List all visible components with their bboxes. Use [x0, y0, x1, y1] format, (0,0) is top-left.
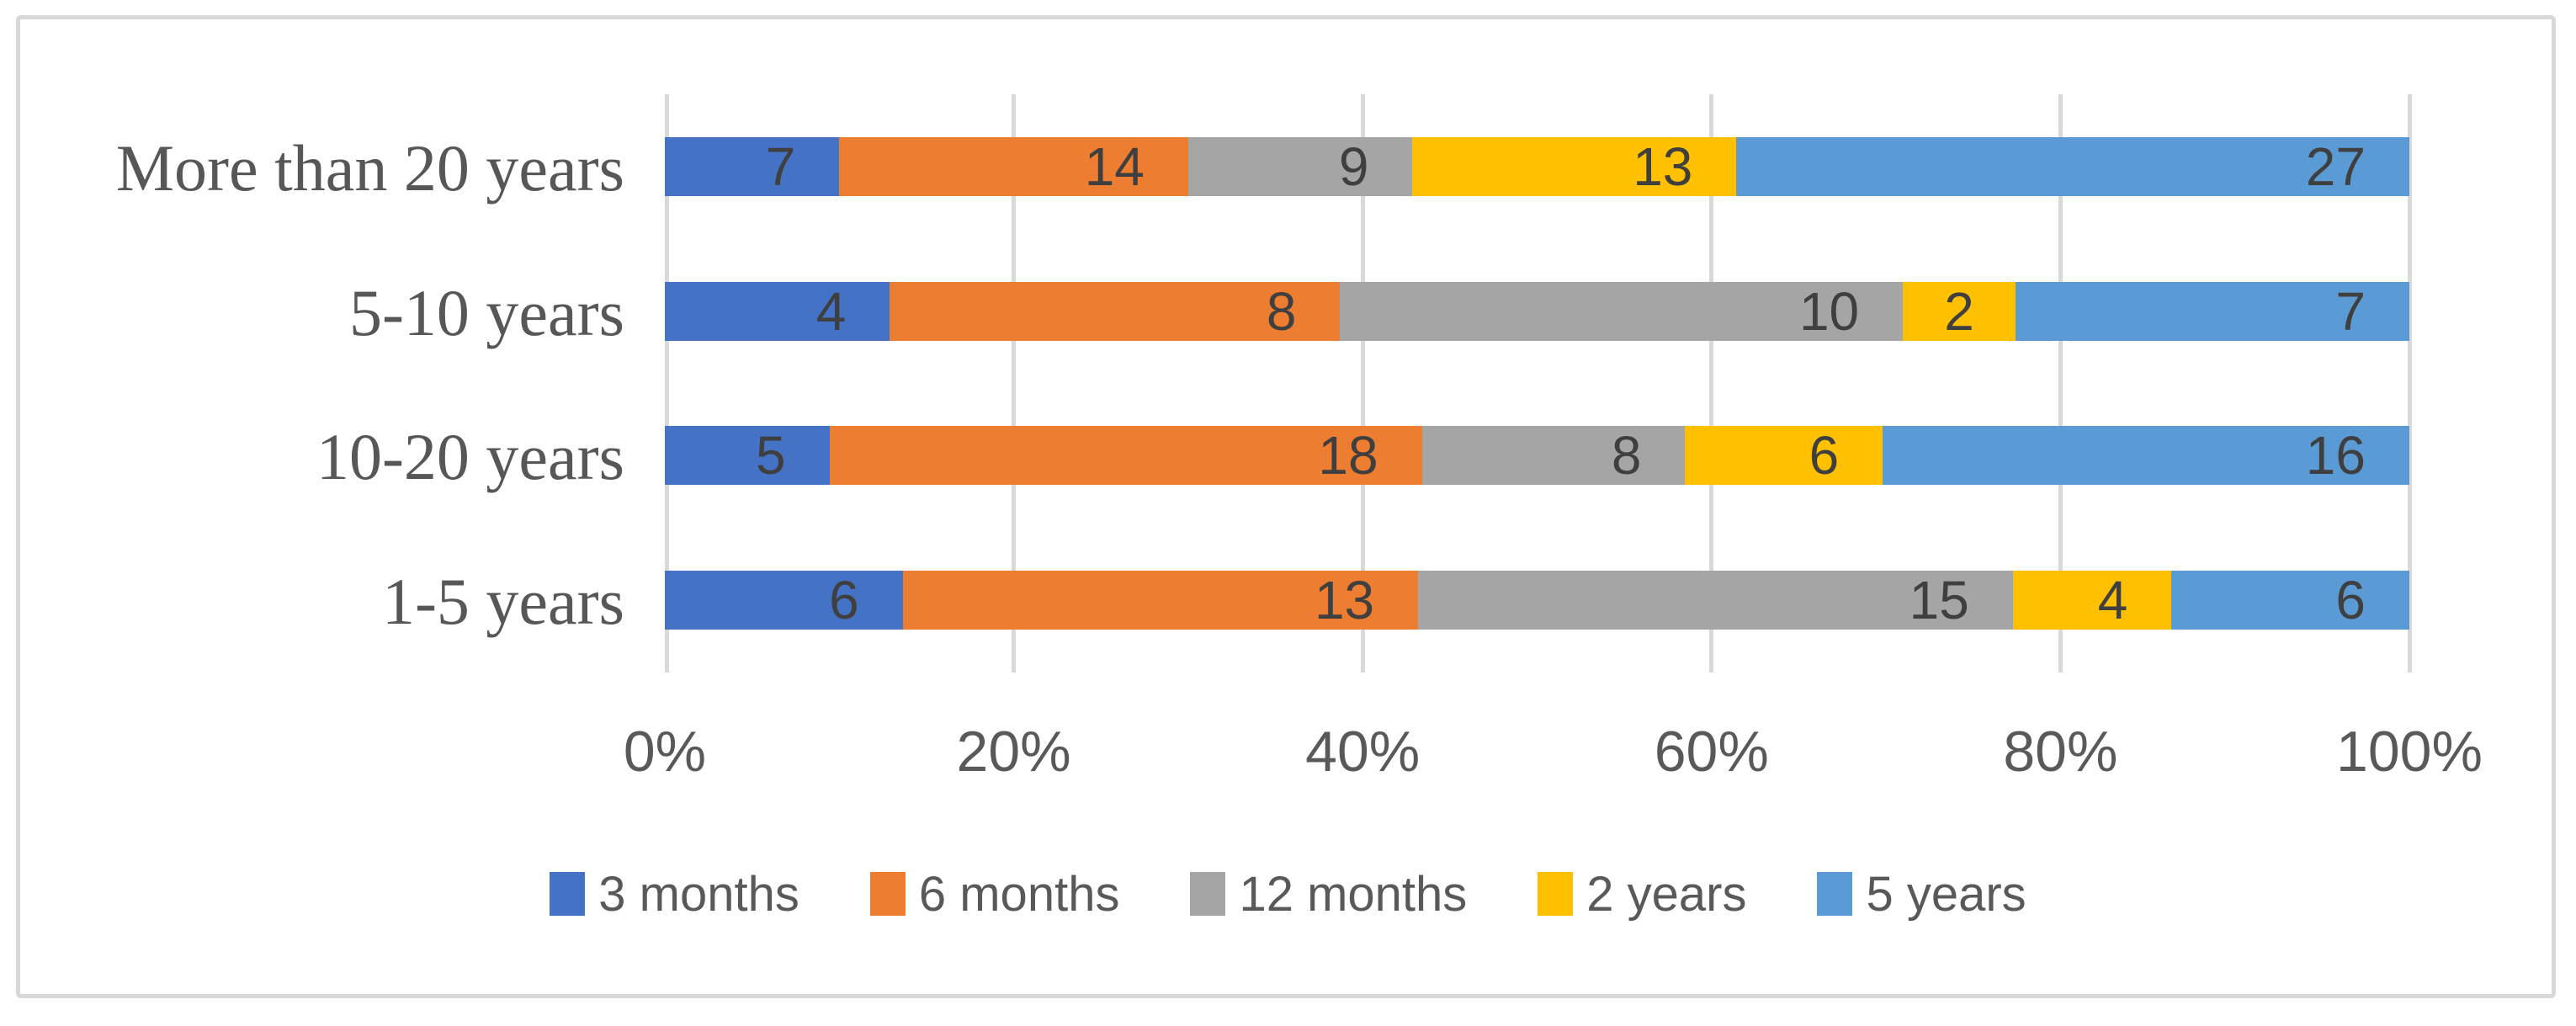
bar-row: 5 18 8 6 16	[665, 425, 2409, 486]
x-axis-tick-label: 80%	[2003, 720, 2118, 784]
category-label: 10-20 years	[316, 420, 624, 494]
legend-swatch	[550, 872, 586, 916]
x-axis-tick-label: 20%	[956, 720, 1071, 784]
legend-item: 5 years	[1817, 866, 2026, 922]
bar-segment: 8	[1421, 425, 1686, 486]
gridline	[1012, 94, 1017, 672]
category-label: 1-5 years	[381, 565, 624, 639]
category-label: More than 20 years	[115, 130, 624, 205]
gridline	[1360, 94, 1365, 672]
legend-label: 6 months	[918, 866, 1120, 922]
bar-segment: 2	[1903, 280, 2016, 342]
plot-area: 7 14 9 13 27 4 8 10 2 7 5 18 8 6 16 6 13 15 4 6	[665, 94, 2412, 672]
legend: 3 months 6 months 12 months 2 years 5 years	[0, 860, 2576, 928]
data-label: 27	[2305, 136, 2366, 197]
bar-segment: 4	[2012, 570, 2172, 631]
data-label: 7	[765, 136, 796, 197]
legend-label: 12 months	[1239, 866, 1468, 922]
data-label: 16	[2305, 425, 2366, 486]
bar-segment: 7	[2015, 280, 2409, 342]
legend-swatch	[1538, 872, 1574, 916]
bar-segment: 18	[829, 425, 1422, 486]
bar-segment: 4	[665, 280, 890, 342]
legend-label: 5 years	[1866, 866, 2026, 922]
bar-row: 4 8 10 2 7	[665, 280, 2409, 342]
data-label: 6	[829, 570, 859, 631]
category-label: 5-10 years	[348, 275, 624, 349]
x-axis-tick-label: 60%	[1654, 720, 1769, 784]
legend-swatch	[869, 872, 906, 916]
bar-segment: 8	[890, 280, 1341, 342]
bar-segment: 5	[665, 425, 830, 486]
legend-item: 6 months	[869, 866, 1120, 922]
data-label: 4	[2097, 570, 2128, 631]
gridline	[2058, 94, 2063, 672]
data-label: 6	[1809, 425, 1840, 486]
gridline	[1709, 94, 1714, 672]
bar-segment: 16	[1883, 425, 2409, 486]
bar-row: 7 14 9 13 27	[665, 136, 2409, 197]
legend-label: 3 months	[598, 866, 799, 922]
data-label: 13	[1633, 136, 1693, 197]
bar-segment: 15	[1418, 571, 2013, 630]
data-label: 9	[1338, 136, 1369, 197]
bar-segment: 27	[1736, 136, 2409, 197]
data-label: 4	[815, 280, 847, 342]
data-label: 14	[1084, 136, 1145, 197]
bar-row: 6 13 15 4 6	[665, 571, 2409, 630]
bar-segment: 6	[1685, 425, 1883, 486]
bar-segment: 9	[1187, 136, 1413, 197]
data-label: 15	[1909, 570, 1969, 631]
legend-label: 2 years	[1586, 866, 1747, 922]
bar-segment: 10	[1340, 280, 1904, 342]
legend-item: 2 years	[1538, 866, 1746, 922]
bar-segment: 7	[665, 136, 840, 197]
legend-swatch	[1817, 872, 1853, 916]
data-label: 8	[1611, 425, 1642, 486]
legend-swatch	[1190, 872, 1226, 916]
data-label: 8	[1266, 280, 1297, 342]
legend-item: 12 months	[1190, 866, 1467, 922]
bar-segment: 14	[839, 136, 1188, 197]
value-axis-line	[665, 94, 669, 672]
bar-segment: 13	[1412, 136, 1737, 197]
data-label: 18	[1318, 425, 1378, 486]
data-label: 10	[1798, 280, 1860, 342]
data-label: 2	[1944, 280, 1974, 342]
x-axis-tick-label: 100%	[2336, 720, 2483, 784]
x-axis-tick-label: 0%	[623, 720, 707, 784]
gridline	[2407, 94, 2412, 672]
data-label: 13	[1314, 570, 1375, 631]
data-label: 5	[755, 425, 786, 486]
legend-item: 3 months	[550, 866, 799, 922]
bar-segment: 6	[665, 571, 903, 630]
data-label: 6	[2335, 570, 2366, 631]
bar-segment: 13	[902, 570, 1419, 631]
bar-segment: 6	[2171, 571, 2409, 630]
x-axis-tick-label: 40%	[1305, 720, 1421, 784]
data-label: 7	[2335, 280, 2366, 342]
